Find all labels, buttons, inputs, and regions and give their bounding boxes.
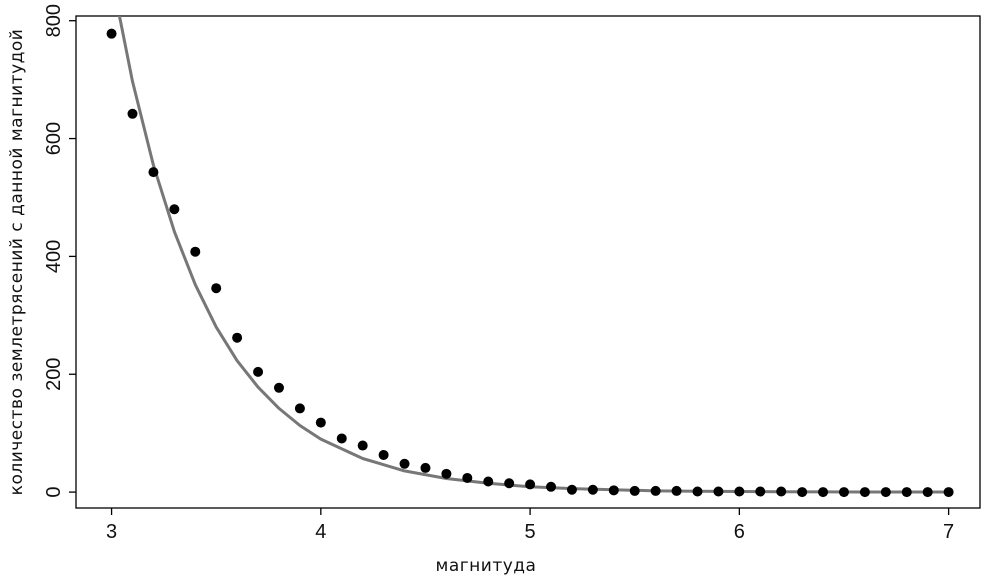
data-point <box>441 468 452 479</box>
data-point <box>880 487 891 498</box>
data-point <box>650 485 661 496</box>
data-point <box>629 485 640 496</box>
data-point <box>357 440 368 451</box>
data-point <box>127 108 138 119</box>
data-point <box>922 487 933 498</box>
data-point <box>671 485 682 496</box>
data-point <box>901 487 912 498</box>
data-point <box>169 204 180 215</box>
y-tick-label: 200 <box>43 358 65 391</box>
plot-frame <box>75 15 981 509</box>
data-point <box>190 246 201 257</box>
y-tick-label: 0 <box>43 487 65 498</box>
data-series <box>106 16 954 498</box>
fitted-curve <box>117 16 951 494</box>
data-point <box>504 478 515 489</box>
data-point <box>336 433 347 444</box>
data-point <box>273 382 284 393</box>
y-tick-label: 600 <box>43 122 65 155</box>
data-point <box>943 487 954 498</box>
data-point <box>755 486 766 497</box>
data-point <box>148 167 159 178</box>
x-tick-label: 6 <box>734 521 745 543</box>
data-point <box>734 486 745 497</box>
data-point <box>692 486 703 497</box>
data-point <box>106 28 117 39</box>
data-point <box>818 487 829 498</box>
data-point <box>211 283 222 294</box>
x-tick-label: 5 <box>525 521 536 543</box>
y-tick-label: 400 <box>43 240 65 273</box>
y-axis-title: количество землетрясений с данной магнит… <box>7 29 27 496</box>
data-point <box>378 449 389 460</box>
data-point <box>253 366 264 377</box>
data-point <box>399 458 410 469</box>
data-point <box>713 486 724 497</box>
y-axis: 0 200 400 600 800 <box>43 4 76 498</box>
data-point <box>546 481 557 492</box>
data-point <box>294 403 305 414</box>
y-tick-label: 800 <box>43 4 65 37</box>
data-point <box>483 476 494 487</box>
data-point <box>232 332 243 343</box>
x-tick-label: 3 <box>106 521 117 543</box>
x-axis-title: магнитуда <box>436 556 537 576</box>
data-point <box>420 462 431 473</box>
data-point <box>566 484 577 495</box>
data-point <box>776 486 787 497</box>
x-axis: 3 4 5 6 7 <box>106 508 954 543</box>
data-point <box>608 485 619 496</box>
data-point <box>797 487 808 498</box>
x-tick-label: 7 <box>943 521 954 543</box>
data-point <box>525 479 536 490</box>
data-point <box>587 484 598 495</box>
x-tick-label: 4 <box>315 521 326 543</box>
data-point <box>859 487 870 498</box>
data-point <box>462 472 473 483</box>
data-point <box>315 417 326 428</box>
data-point <box>838 487 849 498</box>
